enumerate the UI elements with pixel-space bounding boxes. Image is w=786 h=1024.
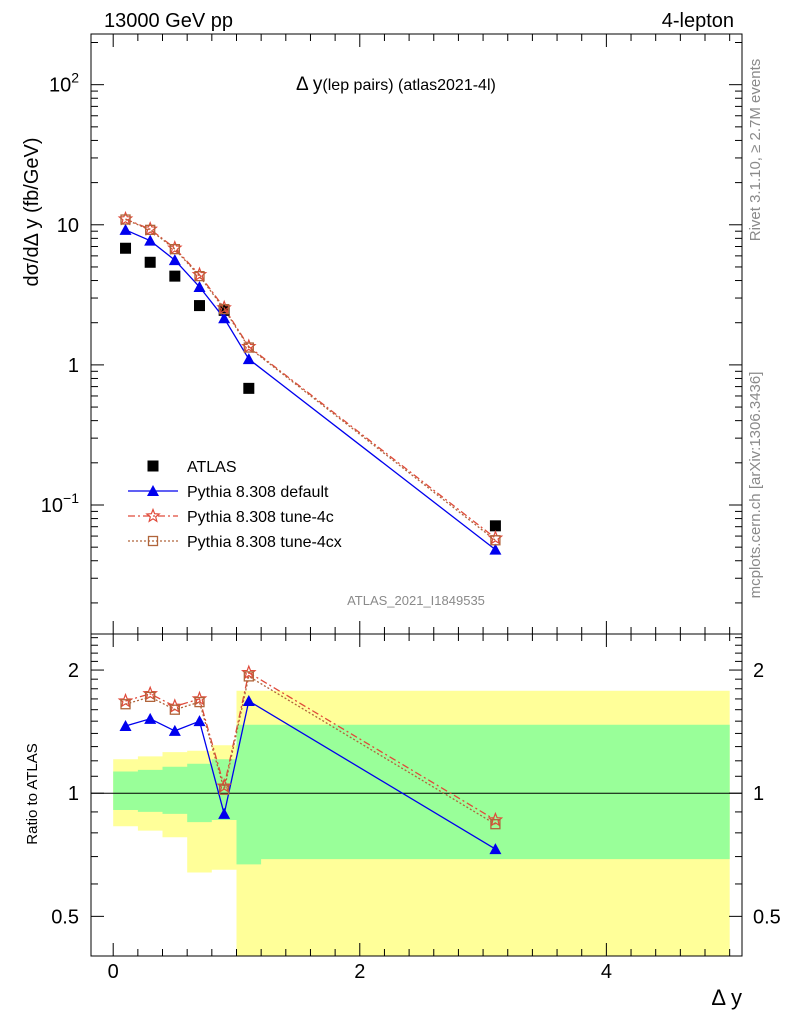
legend-marker xyxy=(147,485,159,496)
legend-label: Pythia 8.308 tune-4cx xyxy=(187,534,342,551)
analysis-watermark: ATLAS_2021_I1849535 xyxy=(347,593,485,608)
main-point-atlas xyxy=(120,242,132,254)
legend-label: Pythia 8.308 tune-4c xyxy=(187,509,334,526)
main-point-atlas xyxy=(169,270,181,282)
legend-label: ATLAS xyxy=(187,459,237,476)
ratio-point-pythia-tune-4c xyxy=(191,690,208,706)
main-point-pythia-tune-4cx xyxy=(194,270,205,282)
legend-marker xyxy=(145,507,161,523)
main-point-pythia-tune-4cx xyxy=(243,342,254,353)
ratio-point-pythia-tune-4cx xyxy=(490,819,501,830)
header-left: 13000 GeV pp xyxy=(104,10,233,32)
legend-entry-pythia-tune-4c: Pythia 8.308 tune-4c xyxy=(128,507,334,526)
ratio-point-pythia-tune-4c xyxy=(240,664,257,680)
main-point-pythia-tune-4cx xyxy=(145,224,156,236)
main-y-tick-label: 1 xyxy=(68,355,79,377)
main-point-pythia-default xyxy=(168,254,181,266)
main-point-pythia-default xyxy=(193,280,206,292)
plot-title-sub: (lep pairs) (atlas2021-4l) xyxy=(322,77,495,94)
main-point-pythia-default xyxy=(119,223,132,235)
legend-marker xyxy=(147,460,159,472)
main-point-pythia-tune-4cx xyxy=(490,535,501,546)
ratio-point-pythia-default xyxy=(218,807,231,819)
ratio-point-pythia-tune-4cx xyxy=(243,671,254,682)
main-point-pythia-tune-4cx xyxy=(169,244,180,255)
ratio-band-stat-uncertainty xyxy=(113,724,730,865)
legend-marker xyxy=(147,535,159,547)
ratio-point-pythia-default xyxy=(119,719,132,731)
ratio-y-tick-label-right: 2 xyxy=(753,660,764,682)
ratio-point-pythia-tune-4cx xyxy=(120,699,131,710)
ratio-point-pythia-tune-4cx xyxy=(169,704,180,715)
x-axis-label: Δ y xyxy=(711,985,742,1010)
ratio-y-tick-label: 1 xyxy=(68,783,79,805)
main-point-atlas xyxy=(489,520,501,532)
mcplots-label: mcplots.cern.ch [arXiv:1306.3436] xyxy=(747,372,764,599)
main-line-pythia-tune-4cx xyxy=(125,218,496,541)
main-point-pythia-default xyxy=(242,353,255,365)
main-point-pythia-default xyxy=(489,543,502,555)
x-tick-label: 0 xyxy=(108,961,119,983)
legend-entry-pythia-default: Pythia 8.308 default xyxy=(128,484,329,501)
plot-title: Δ y(lep pairs) (atlas2021-4l) xyxy=(296,74,496,95)
main-point-pythia-default xyxy=(144,234,157,246)
main-point-atlas xyxy=(243,382,255,394)
ratio-y-tick-label-right: 0.5 xyxy=(753,906,781,928)
ratio-line-pythia-tune-4cx xyxy=(125,675,496,825)
ratio-point-pythia-default xyxy=(168,724,181,736)
ratio-point-pythia-tune-4cx xyxy=(219,784,230,795)
ratio-y-tick-label-right: 1 xyxy=(753,783,764,805)
legend-entry-atlas: ATLAS xyxy=(147,459,237,476)
legend-entry-pythia-tune-4cx: Pythia 8.308 tune-4cx xyxy=(128,534,342,551)
ratio-y-tick-label: 2 xyxy=(68,660,79,682)
x-tick-label: 2 xyxy=(354,961,365,983)
ratio-point-pythia-default xyxy=(489,843,502,855)
ratio-point-pythia-tune-4cx xyxy=(194,696,205,708)
main-point-atlas xyxy=(194,300,205,312)
main-line-pythia-default xyxy=(125,229,496,551)
ratio-y-tick-label: 0.5 xyxy=(51,906,79,928)
main-y-tick-label: 10−1 xyxy=(41,490,79,517)
main-point-atlas xyxy=(144,256,156,268)
main-point-pythia-default xyxy=(218,312,231,324)
ratio-point-pythia-default xyxy=(144,712,157,724)
ratio-point-pythia-default xyxy=(193,715,206,727)
plot-title-main: Δ y xyxy=(296,74,323,95)
main-y-tick-label: 10 xyxy=(57,215,79,237)
ratio-point-pythia-tune-4c xyxy=(487,811,504,827)
main-y-tick-label: 102 xyxy=(49,70,79,97)
main-y-axis-label: dσ/dΔ y (fb/GeV) xyxy=(21,137,43,286)
main-point-pythia-tune-4cx xyxy=(219,303,230,315)
rivet-version-label: Rivet 3.1.10, ≥ 2.7M events xyxy=(747,59,764,242)
main-point-pythia-tune-4cx xyxy=(120,214,131,225)
ratio-point-pythia-default xyxy=(242,695,255,707)
legend-label: Pythia 8.308 default xyxy=(187,484,329,501)
ratio-point-pythia-tune-4cx xyxy=(145,691,156,703)
header-right: 4-lepton xyxy=(662,10,734,32)
ratio-plot-frame xyxy=(90,633,743,957)
ratio-y-axis-label: Ratio to ATLAS xyxy=(24,743,41,844)
ratio-line-pythia-tune-4c xyxy=(125,671,496,821)
x-tick-label: 4 xyxy=(601,961,612,983)
